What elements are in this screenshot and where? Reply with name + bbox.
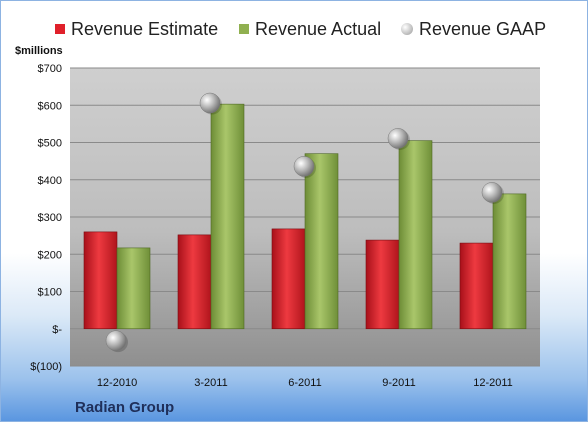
bar-revenue-estimate <box>83 231 118 330</box>
y-tick-label: $- <box>52 324 62 336</box>
y-tick-label: $400 <box>38 175 62 187</box>
bar-revenue-actual <box>492 193 527 330</box>
marker-revenue-gaap <box>481 182 503 203</box>
legend-swatch-estimate <box>55 24 65 34</box>
legend-item-actual: Revenue Actual <box>239 19 381 39</box>
x-tick-label: 6-2011 <box>288 377 321 389</box>
bar-revenue-actual <box>304 153 339 330</box>
legend-label-actual: Revenue Actual <box>255 18 382 39</box>
legend: Revenue Estimate Revenue Actual Revenue … <box>1 13 588 43</box>
bar-revenue-actual <box>116 247 151 330</box>
x-tick-label: 3-2011 <box>194 377 227 389</box>
legend-label-gaap: Revenue GAAP <box>419 18 547 39</box>
y-tick-label: $300 <box>38 212 62 224</box>
legend-swatch-gaap <box>401 23 413 35</box>
y-tick-label: $500 <box>38 138 62 150</box>
marker-revenue-gaap <box>199 92 221 114</box>
x-tick-label: 12-2010 <box>97 377 137 389</box>
legend-item-gaap: Revenue GAAP <box>401 19 546 39</box>
bar-revenue-estimate <box>271 228 306 330</box>
bar-revenue-estimate <box>177 234 212 330</box>
marker-revenue-gaap <box>293 156 315 177</box>
bar-revenue-actual <box>398 140 433 330</box>
legend-label-estimate: Revenue Estimate <box>71 18 219 39</box>
y-tick-label: $700 <box>38 63 62 75</box>
y-tick-label: $200 <box>38 249 62 261</box>
bar-revenue-estimate <box>365 239 400 330</box>
legend-item-estimate: Revenue Estimate <box>55 19 218 39</box>
marker-revenue-gaap <box>105 330 127 351</box>
y-tick-label: $600 <box>38 100 62 112</box>
company-name: Radian Group <box>75 399 175 416</box>
y-axis-unit-label: $millions <box>15 45 63 57</box>
y-tick-label: $100 <box>38 287 62 299</box>
marker-revenue-gaap <box>387 128 409 149</box>
x-tick-label: 12-2011 <box>473 377 513 389</box>
bar-revenue-actual <box>210 103 245 330</box>
legend-swatch-actual <box>239 24 249 34</box>
y-tick-label: $(100) <box>30 361 62 373</box>
bar-revenue-estimate <box>459 242 494 330</box>
x-tick-label: 9-2011 <box>382 377 415 389</box>
